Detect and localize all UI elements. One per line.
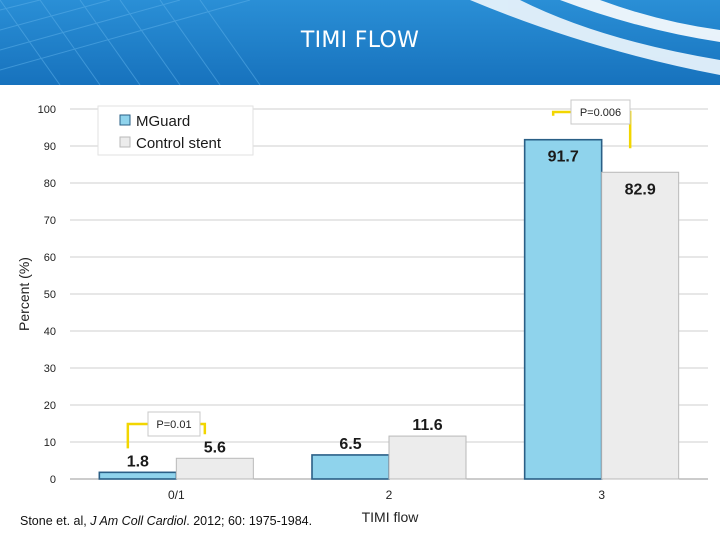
x-axis-label: TIMI flow	[362, 509, 420, 525]
citation-journal: J Am Coll Cardiol	[90, 514, 187, 528]
y-tick-40: 40	[44, 326, 56, 338]
y-tick-labels: 0 10 20 30 40 50 60 70 80 90 100	[38, 104, 56, 486]
bar-control-stent-0	[175, 457, 254, 480]
bar-mguard-1	[311, 454, 390, 480]
slide-title: TIMI FLOW	[300, 28, 420, 53]
y-tick-100: 100	[38, 104, 56, 116]
annotation-box-1	[570, 99, 631, 125]
y-tick-50: 50	[44, 289, 56, 301]
bracket-right-0	[200, 422, 207, 435]
bars	[98, 138, 680, 480]
data-label-1-0: 5.6	[204, 439, 226, 456]
y-tick-10: 10	[44, 437, 56, 449]
citation: Stone et. al, J Am Coll Cardiol. 2012; 6…	[20, 514, 312, 528]
y-tick-90: 90	[44, 141, 56, 153]
bracket-left-1	[551, 110, 571, 116]
annotation-text-1: P=0.006	[580, 107, 621, 119]
y-tick-70: 70	[44, 215, 56, 227]
annotation-box-0	[147, 411, 201, 437]
y-axis-label: Percent (%)	[16, 257, 32, 331]
data-label-1-2: 82.9	[625, 181, 656, 198]
legend-label-1: Control stent	[136, 135, 222, 152]
legend-swatch-0	[119, 114, 131, 126]
bar-mguard-2	[523, 138, 603, 480]
x-tick-2: 3	[598, 488, 605, 502]
bar-mguard-0	[98, 471, 178, 480]
bar-control-stent-2	[601, 171, 680, 480]
bracket-left-0	[126, 422, 148, 449]
slide-header: TIMI FLOW	[0, 0, 720, 85]
header-background	[0, 0, 720, 85]
y-tick-60: 60	[44, 252, 56, 264]
data-label-0-2: 91.7	[548, 149, 579, 166]
y-tick-80: 80	[44, 178, 56, 190]
y-tick-20: 20	[44, 400, 56, 412]
bar-control-stent-1	[388, 435, 467, 480]
data-label-0-1: 6.5	[339, 436, 361, 453]
citation-details: . 2012; 60: 1975-1984.	[186, 514, 313, 528]
legend-label-0: MGuard	[136, 113, 190, 130]
data-label-0-0: 1.8	[127, 453, 149, 470]
data-label-1-1: 11.6	[412, 417, 442, 434]
x-tick-0: 0/1	[168, 488, 185, 502]
y-tick-30: 30	[44, 363, 56, 375]
legend-swatch-1	[119, 136, 131, 148]
annotations: P=0.01 P=0.006	[126, 99, 632, 449]
x-tick-labels: 0/1 2 3	[168, 488, 605, 502]
y-tick-0: 0	[50, 474, 56, 486]
legend: MGuard Control stent	[97, 105, 254, 156]
citation-authors: Stone et. al,	[20, 514, 91, 528]
data-labels: 1.8 5.6 6.5 11.6 91.7 82.9	[127, 149, 656, 471]
x-tick-1: 2	[386, 488, 393, 502]
annotation-text-0: P=0.01	[156, 419, 191, 431]
